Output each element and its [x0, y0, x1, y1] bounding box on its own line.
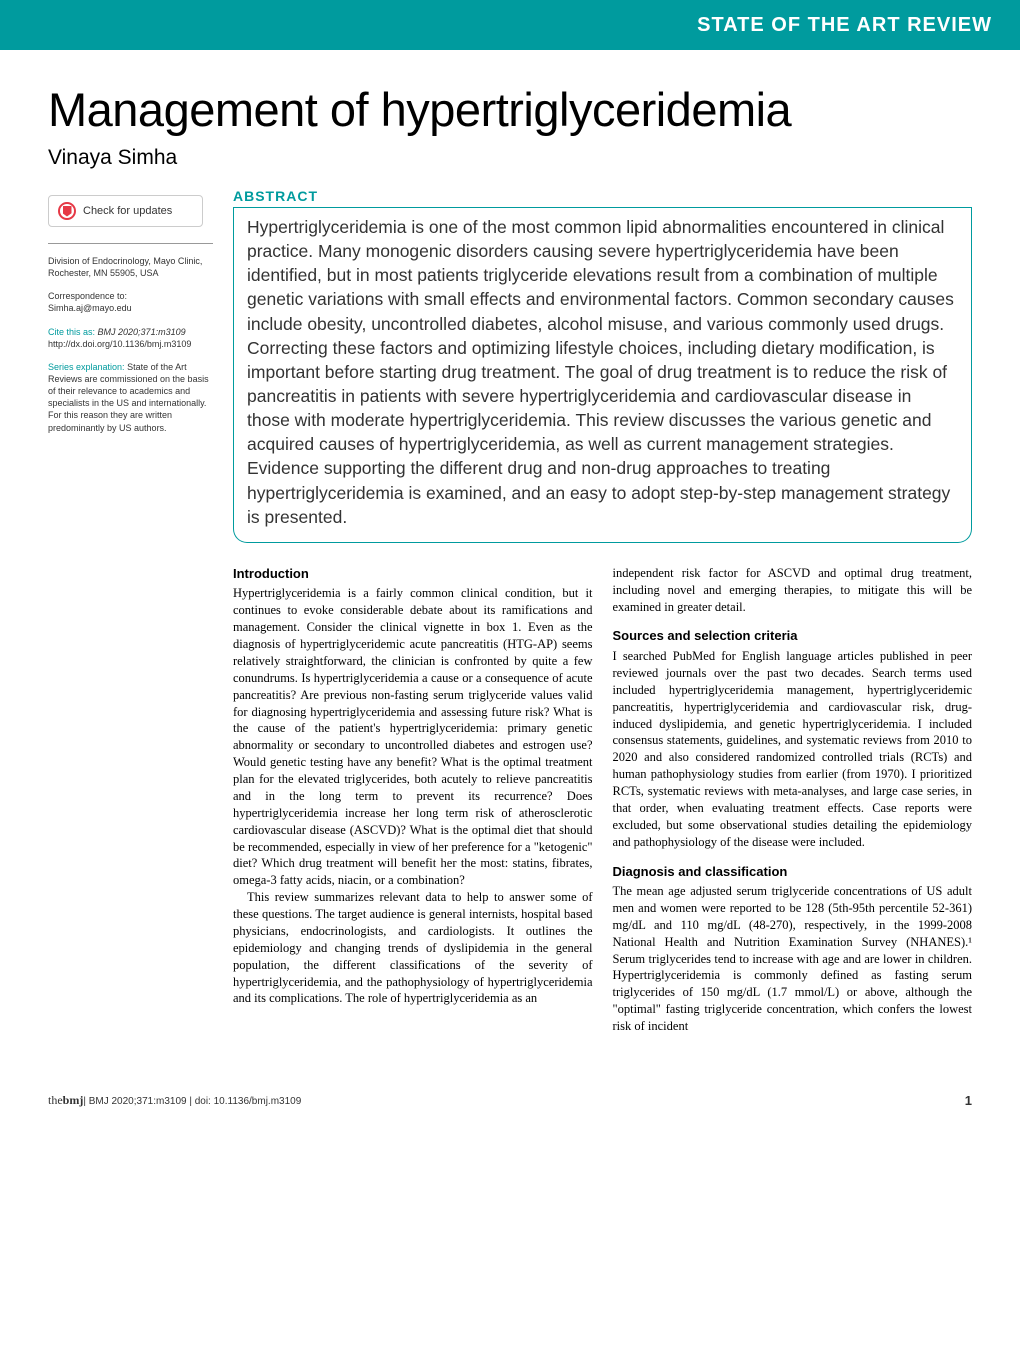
heading-diagnosis: Diagnosis and classification	[613, 863, 973, 881]
article-author: Vinaya Simha	[48, 146, 972, 170]
article-title: Management of hypertriglyceridemia	[48, 82, 972, 137]
check-updates-button[interactable]: Check for updates	[48, 195, 203, 227]
intro-para-2: This review summarizes relevant data to …	[233, 889, 593, 1007]
footer: thebmj | BMJ 2020;371:m3109 | doi: 10.11…	[0, 1093, 1020, 1128]
header-bar: STATE OF THE ART REVIEW	[0, 0, 1020, 50]
series-label: Series explanation:	[48, 362, 125, 372]
series-text: State of the Art Reviews are commissione…	[48, 362, 209, 433]
divider	[48, 243, 213, 244]
footer-prefix: the	[48, 1093, 63, 1107]
footer-journal: thebmj	[48, 1093, 83, 1108]
series-explanation: Series explanation: State of the Art Rev…	[48, 361, 213, 434]
intro-para-continuation: independent risk factor for ASCVD and op…	[613, 565, 973, 616]
affiliation: Division of Endocrinology, Mayo Clinic, …	[48, 255, 213, 279]
section-label: STATE OF THE ART REVIEW	[697, 14, 992, 37]
bookmark-icon	[58, 202, 76, 220]
sidebar: Check for updates Division of Endocrinol…	[48, 188, 213, 1035]
footer-bmj-logo: bmj	[63, 1093, 84, 1107]
abstract-header: ABSTRACT	[233, 188, 972, 208]
footer-left: thebmj | BMJ 2020;371:m3109 | doi: 10.11…	[48, 1093, 301, 1108]
content-area: Management of hypertriglyceridemia Vinay…	[0, 50, 1020, 1065]
footer-citation: | BMJ 2020;371:m3109 | doi: 10.1136/bmj.…	[83, 1096, 301, 1107]
abstract-section: ABSTRACT Hypertriglyceridemia is one of …	[233, 188, 972, 543]
body-column-left: Introduction Hypertriglyceridemia is a f…	[233, 565, 593, 1035]
abstract-box: Hypertriglyceridemia is one of the most …	[233, 208, 972, 543]
correspondence-email: Simha.aj@mayo.edu	[48, 303, 132, 313]
correspondence-label: Correspondence to:	[48, 291, 127, 301]
diagnosis-para: The mean age adjusted serum triglyceride…	[613, 883, 973, 1035]
copyright-side-note: BMJ: first published as 10.1136/bmj.m310…	[1004, 0, 1014, 120]
body-column-right: independent risk factor for ASCVD and op…	[613, 565, 973, 1035]
doi-link[interactable]: http://dx.doi.org/10.1136/bmj.m3109	[48, 339, 191, 349]
intro-para-1: Hypertriglyceridemia is a fairly common …	[233, 585, 593, 889]
heading-introduction: Introduction	[233, 565, 593, 583]
abstract-text: Hypertriglyceridemia is one of the most …	[247, 215, 958, 529]
sources-para: I searched PubMed for English language a…	[613, 648, 973, 851]
page-number: 1	[965, 1093, 972, 1108]
citation: Cite this as: BMJ 2020;371:m3109 http://…	[48, 326, 213, 350]
heading-sources: Sources and selection criteria	[613, 627, 973, 645]
correspondence: Correspondence to: Simha.aj@mayo.edu	[48, 290, 213, 314]
check-updates-label: Check for updates	[83, 204, 172, 219]
body-columns: Introduction Hypertriglyceridemia is a f…	[233, 565, 972, 1035]
main-content: ABSTRACT Hypertriglyceridemia is one of …	[233, 188, 972, 1035]
main-grid: Check for updates Division of Endocrinol…	[48, 188, 972, 1035]
cite-label: Cite this as:	[48, 327, 95, 337]
cite-value: BMJ 2020;371:m3109	[95, 327, 186, 337]
